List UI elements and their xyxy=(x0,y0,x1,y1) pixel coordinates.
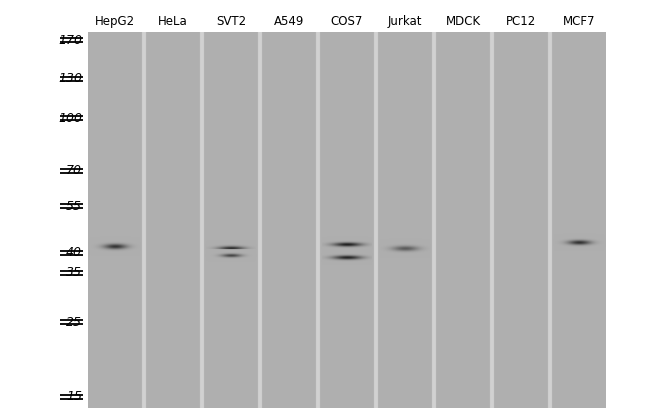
Text: 25: 25 xyxy=(66,316,82,329)
Text: Jurkat: Jurkat xyxy=(388,15,423,28)
Text: HepG2: HepG2 xyxy=(95,15,135,28)
Text: HeLa: HeLa xyxy=(158,15,188,28)
Text: 130: 130 xyxy=(58,72,82,86)
Text: 170: 170 xyxy=(58,33,82,46)
Text: 100: 100 xyxy=(58,112,82,125)
Text: 70: 70 xyxy=(66,165,82,178)
Text: 55: 55 xyxy=(66,199,82,212)
Text: COS7: COS7 xyxy=(331,15,363,28)
Text: MCF7: MCF7 xyxy=(563,15,595,28)
Text: 40: 40 xyxy=(66,247,82,260)
Text: MDCK: MDCK xyxy=(445,15,480,28)
Text: SVT2: SVT2 xyxy=(216,15,246,28)
Text: 15: 15 xyxy=(66,390,82,403)
Text: PC12: PC12 xyxy=(506,15,536,28)
Text: 35: 35 xyxy=(66,267,82,280)
Text: A549: A549 xyxy=(274,15,304,28)
